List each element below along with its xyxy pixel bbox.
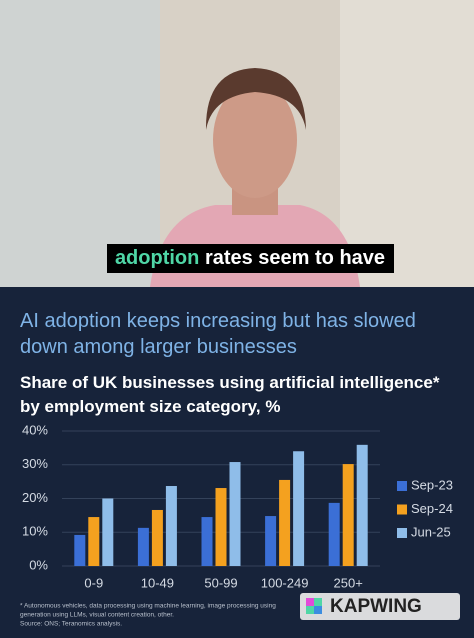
bar [342, 464, 354, 566]
video-frame [0, 0, 474, 287]
y-tick-label: 20% [22, 490, 48, 505]
caption: adoption rates seem to have [115, 247, 385, 269]
bar [137, 527, 149, 566]
bar [356, 444, 368, 566]
chart-title: AI adoption keeps increasing but has slo… [20, 310, 416, 358]
x-tick-label: 50-99 [204, 575, 237, 590]
watermark-box: KAPWING [300, 593, 460, 620]
y-tick-label: 10% [22, 524, 48, 539]
y-tick-label: 30% [22, 456, 48, 471]
legend-swatch [397, 481, 407, 491]
watermark: KAPWING [330, 596, 422, 617]
bar [165, 486, 177, 566]
x-tick-label: 10-49 [141, 575, 174, 590]
legend-label: Sep-23 [411, 477, 453, 492]
bar [88, 517, 100, 566]
bar [201, 517, 213, 566]
bar [151, 509, 163, 566]
caption-rest: rates seem to have [205, 247, 385, 269]
footnote: * Autonomous vehicles, data processing u… [20, 603, 276, 610]
x-tick-label: 250+ [334, 575, 363, 590]
x-tick-label: 100-249 [261, 575, 309, 590]
bar [215, 488, 227, 566]
y-tick-label: 40% [22, 422, 48, 437]
bar [279, 479, 291, 566]
bar [328, 502, 340, 566]
caption-box [107, 244, 394, 273]
plot: 0% 10% 20% 30% 40% 0-9 10-49 50-99 100-249 250+ Se… [22, 422, 453, 590]
bar [102, 498, 114, 566]
slide [0, 287, 474, 633]
legend-swatch [397, 504, 407, 515]
bar [265, 516, 277, 566]
legend-label: Jun-25 [411, 524, 451, 539]
legend-label: Sep-24 [411, 501, 453, 516]
bar [293, 451, 305, 566]
footnote: generation using LLMs, visual content cr… [20, 612, 174, 619]
x-tick-label: 0-9 [84, 575, 103, 590]
footnote: Source: ONS; Teranomics analysis. [20, 621, 122, 628]
caption-highlight: adoption [115, 247, 199, 269]
y-tick-label: 0% [29, 557, 48, 572]
legend-swatch [397, 528, 407, 538]
chart-subtitle: Share of UK businesses using artificial … [20, 373, 440, 416]
bar [229, 462, 241, 566]
bar [74, 534, 86, 566]
